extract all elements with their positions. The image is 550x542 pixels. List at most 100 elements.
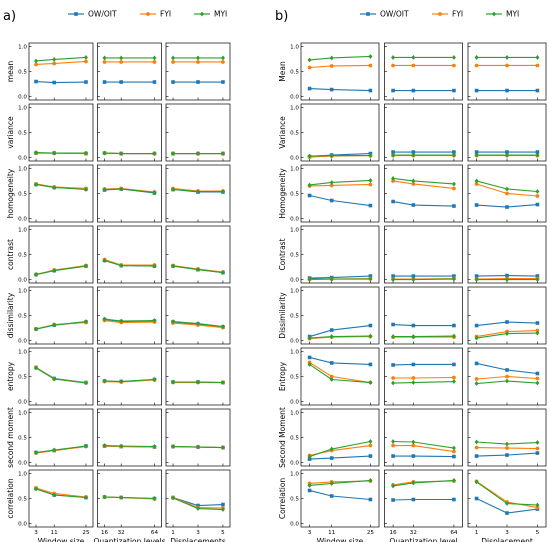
- subplot-frame: [28, 164, 94, 223]
- point-myi: [220, 445, 225, 450]
- point-fyi: [505, 446, 509, 450]
- point-myi: [102, 258, 107, 263]
- point-myi: [535, 277, 540, 282]
- xtick-label: 32: [118, 530, 125, 536]
- subplot-frame: [165, 225, 231, 284]
- point-myi: [102, 55, 107, 61]
- point-myi: [505, 441, 509, 447]
- point-myi: [34, 326, 39, 332]
- point-myi: [368, 439, 373, 444]
- legend-label-myi: MYI: [214, 10, 227, 19]
- series-line-myi: [393, 335, 454, 338]
- point-myi: [52, 376, 57, 382]
- legend: OW/OIT FYI MYI: [68, 10, 227, 19]
- point-myi: [307, 57, 312, 63]
- point-fyi: [34, 62, 38, 67]
- point-myi: [329, 377, 334, 382]
- subplot-second-moment-quantization-level: [384, 408, 463, 467]
- legend-marker-myi: [200, 11, 204, 17]
- point-ow-oit: [505, 88, 509, 93]
- point-myi: [119, 379, 124, 384]
- point-myi: [83, 263, 88, 269]
- ylabel-contrast: Contrast: [278, 238, 287, 270]
- point-fyi: [391, 376, 395, 380]
- point-ow-oit: [535, 150, 540, 154]
- point-myi: [196, 55, 200, 61]
- ytick-label: 0.0: [18, 95, 27, 101]
- subplot-variance-window-size: 0.0 0.5 1.0: [18, 103, 94, 162]
- point-ow-oit: [196, 80, 200, 84]
- point-ow-oit: [411, 362, 416, 367]
- point-fyi: [452, 186, 456, 191]
- subplot-frame: [97, 164, 162, 223]
- point-myi: [102, 316, 107, 322]
- point-ow-oit: [505, 368, 509, 372]
- point-fyi: [535, 376, 540, 381]
- point-myi: [171, 151, 176, 156]
- subplot-frame: [28, 408, 94, 467]
- point-myi: [34, 450, 39, 455]
- point-myi: [152, 496, 157, 501]
- point-fyi: [505, 191, 509, 196]
- point-fyi: [152, 60, 157, 64]
- panel-label: b): [275, 9, 288, 24]
- point-myi: [505, 55, 509, 60]
- point-myi: [307, 454, 312, 459]
- point-fyi: [171, 60, 175, 64]
- point-fyi: [329, 64, 334, 68]
- subplot-contrast-window-size: 0.0 0.5 1.0: [18, 225, 94, 284]
- ytick-label: 0.0: [290, 156, 299, 162]
- point-myi: [83, 187, 88, 192]
- xtick-label: 32: [410, 530, 417, 536]
- ytick-label: 1.0: [290, 166, 299, 172]
- xtick-label: 25: [82, 530, 90, 536]
- xtick-label: 11: [51, 530, 59, 536]
- ylabel-variance: Variance: [278, 116, 287, 149]
- point-ow-oit: [505, 150, 509, 154]
- subplot-frame: [300, 469, 380, 528]
- subplot-frame: [97, 103, 162, 162]
- point-myi: [411, 55, 416, 60]
- point-ow-oit: [411, 454, 416, 458]
- ytick-label: 0.5: [290, 436, 299, 442]
- point-myi: [220, 380, 225, 385]
- point-fyi: [391, 179, 395, 183]
- point-myi: [391, 483, 396, 489]
- xlabel-window-size: Window size: [38, 537, 85, 542]
- point-myi: [52, 447, 57, 453]
- ytick-label: 1.0: [290, 288, 299, 294]
- point-myi: [535, 55, 540, 60]
- point-fyi: [391, 63, 395, 68]
- ylabel-homogeneity: homogeneity: [6, 168, 15, 218]
- subplot-frame: [384, 347, 463, 406]
- point-ow-oit: [452, 150, 456, 154]
- point-ow-oit: [391, 363, 395, 367]
- ytick-label: 0.5: [18, 192, 27, 198]
- point-ow-oit: [196, 503, 200, 508]
- subplot-dissimilarity-window-size: 0.0 0.5 1.0: [290, 286, 380, 345]
- subplot-homogeneity-displacements: [165, 164, 231, 223]
- point-ow-oit: [329, 494, 334, 498]
- point-ow-oit: [452, 454, 456, 459]
- ytick-label: 0.0: [18, 217, 27, 223]
- subplot-entropy-window-size: 0.0 0.5 1.0: [290, 347, 380, 406]
- subplot-mean-quantization-level: [384, 42, 463, 101]
- point-myi: [119, 186, 124, 192]
- point-myi: [196, 321, 200, 326]
- subplot-second-moment-quantization-levels: [97, 408, 162, 467]
- ytick-label: 0.0: [18, 339, 27, 345]
- point-myi: [535, 330, 540, 336]
- ytick-label: 1.0: [18, 44, 27, 50]
- series-line-myi: [104, 152, 155, 155]
- point-ow-oit: [391, 199, 395, 204]
- point-myi: [220, 189, 225, 194]
- point-myi: [391, 176, 396, 181]
- point-myi: [451, 55, 456, 60]
- point-myi: [307, 182, 312, 188]
- xtick-label: 25: [367, 530, 375, 536]
- point-myi: [119, 318, 124, 324]
- point-fyi: [535, 446, 540, 451]
- xlabel-window-size: Window size: [317, 537, 364, 542]
